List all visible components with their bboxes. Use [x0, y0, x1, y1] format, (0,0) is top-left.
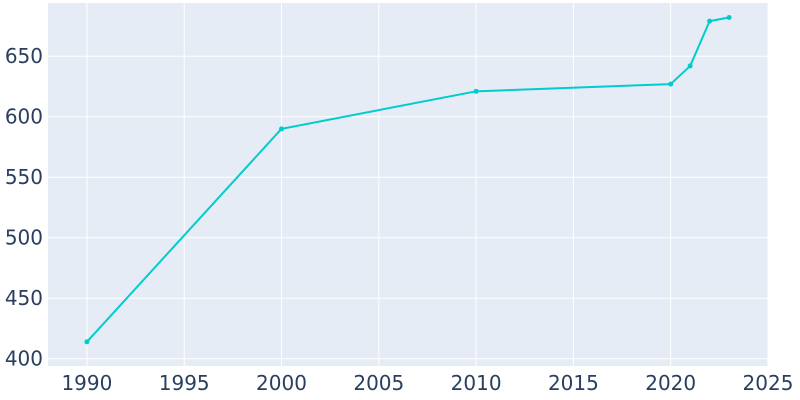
y-tick-label: 550 [5, 165, 43, 189]
x-tick-label: 2000 [256, 371, 307, 395]
data-point [687, 63, 693, 69]
x-tick-label: 2005 [353, 371, 404, 395]
y-axis-ticks: 400 450 500 550 600 650 [5, 44, 43, 371]
x-tick-label: 1995 [159, 371, 210, 395]
plot-area [48, 3, 768, 366]
x-tick-label: 2015 [548, 371, 599, 395]
data-point [726, 15, 732, 21]
data-point [668, 81, 674, 87]
x-tick-label: 1990 [61, 371, 112, 395]
y-tick-label: 400 [5, 347, 43, 371]
x-tick-label: 2020 [645, 371, 696, 395]
data-point [473, 88, 479, 94]
data-point [707, 18, 713, 24]
data-point [279, 126, 285, 132]
y-tick-label: 500 [5, 226, 43, 250]
grid-lines [48, 3, 769, 366]
x-tick-label: 2025 [743, 371, 794, 395]
y-tick-label: 450 [5, 286, 43, 310]
y-tick-label: 600 [5, 105, 43, 129]
data-points [84, 15, 732, 345]
data-point [84, 339, 90, 345]
x-tick-label: 2010 [451, 371, 502, 395]
y-tick-label: 650 [5, 44, 43, 68]
x-axis-ticks: 1990 1995 2000 2005 2010 2015 2020 2025 [61, 371, 793, 395]
